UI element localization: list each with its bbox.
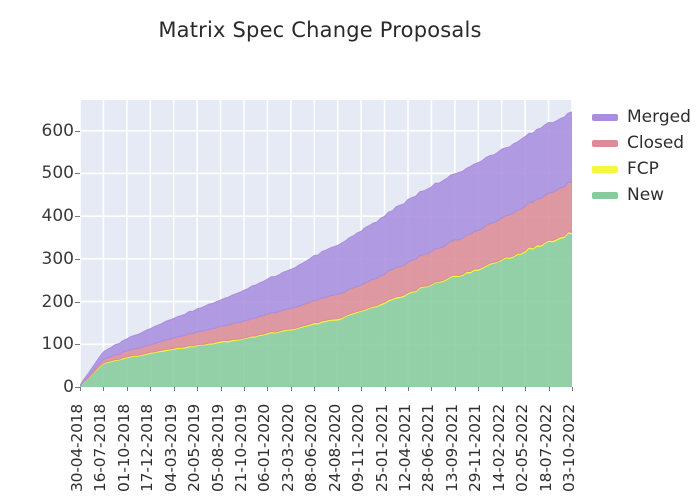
x-tick-mark <box>314 387 316 391</box>
x-tick-mark <box>337 387 339 391</box>
x-tick-label: 12-04-2021 <box>396 403 414 492</box>
area-series-merged <box>80 112 572 386</box>
y-tick-label: 100 <box>41 334 74 355</box>
chart-title: Matrix Spec Change Proposals <box>158 18 482 42</box>
stacked-area-plot <box>80 100 572 387</box>
x-tick-label: 01-10-2018 <box>114 403 133 492</box>
legend-label: Merged <box>627 107 691 127</box>
x-axis: 30-04-2018 16-07-2018 01-10-2018 17-12-2018… <box>0 388 700 500</box>
x-tick-label: 24-08-2020 <box>325 403 344 492</box>
y-tick-label: 500 <box>41 163 74 184</box>
x-tick-mark <box>431 387 433 391</box>
x-tick-mark <box>572 387 573 391</box>
x-tick-mark <box>173 387 175 391</box>
x-tick-mark <box>103 387 105 391</box>
legend-item-closed[interactable]: Closed <box>592 130 700 156</box>
x-tick-label: 30-04-2018 <box>68 403 86 492</box>
x-tick-label: 05-08-2019 <box>208 403 227 492</box>
y-axis: 0 100 200 300 400 500 600 <box>0 0 74 500</box>
x-tick-label: 16-07-2018 <box>91 403 110 492</box>
legend-label: FCP <box>627 159 659 179</box>
x-tick-label: 18-07-2022 <box>536 403 555 492</box>
x-tick-mark <box>244 387 245 391</box>
x-tick-label: 23-03-2020 <box>278 403 297 492</box>
y-tick-mark <box>75 258 80 260</box>
legend-swatch-icon <box>592 191 618 199</box>
x-tick-mark <box>408 387 409 391</box>
y-tick-mark <box>75 173 80 175</box>
legend-item-merged[interactable]: Merged <box>592 104 700 130</box>
legend-item-fcp[interactable]: FCP <box>592 156 700 182</box>
legend-label: New <box>627 185 665 205</box>
x-tick-mark <box>478 387 480 391</box>
legend-item-new[interactable]: New <box>592 182 700 208</box>
x-tick-label: 04-03-2019 <box>161 403 180 492</box>
x-tick-mark <box>454 387 456 391</box>
x-tick-mark <box>525 387 527 391</box>
x-tick-mark <box>150 387 152 391</box>
legend-label: Closed <box>627 133 685 153</box>
x-tick-mark <box>361 387 363 391</box>
y-tick-label: 200 <box>41 291 74 312</box>
y-tick-label: 400 <box>41 206 74 227</box>
x-tick-label: 06-01-2020 <box>255 403 274 492</box>
chart-legend: Merged Closed FCP New <box>592 104 700 208</box>
x-tick-label: 08-06-2020 <box>302 403 321 492</box>
x-tick-label: 29-11-2021 <box>466 403 485 492</box>
x-tick-mark <box>197 387 199 391</box>
x-tick-mark <box>548 387 550 391</box>
x-tick-mark <box>126 387 128 391</box>
x-tick-label: 09-11-2020 <box>349 403 368 492</box>
y-tick-label: 600 <box>41 120 74 141</box>
legend-swatch-icon <box>592 113 618 121</box>
x-tick-label: 02-05-2022 <box>513 403 532 492</box>
y-tick-mark <box>75 387 80 388</box>
y-tick-mark <box>75 216 80 218</box>
x-tick-mark <box>501 387 503 391</box>
y-tick-label: 300 <box>41 248 74 269</box>
x-tick-label: 13-09-2021 <box>442 403 461 492</box>
x-tick-mark <box>384 387 386 391</box>
x-tick-mark <box>267 387 269 391</box>
legend-swatch-icon <box>592 139 618 147</box>
x-tick-label: 20-05-2019 <box>185 403 204 492</box>
x-tick-label: 17-12-2018 <box>138 403 157 492</box>
y-tick-mark <box>75 344 80 346</box>
y-tick-mark <box>75 301 80 303</box>
x-tick-mark <box>80 387 81 391</box>
x-tick-mark <box>290 387 292 391</box>
x-tick-label: 14-02-2022 <box>489 403 508 492</box>
x-tick-label: 25-01-2021 <box>372 403 391 492</box>
x-tick-label: 21-10-2019 <box>232 403 250 492</box>
y-tick-mark <box>75 130 80 132</box>
plot-area <box>80 100 572 387</box>
y-tick-label: 0 <box>63 377 74 397</box>
x-tick-label: 03-10-2022 <box>560 403 578 492</box>
x-tick-mark <box>220 387 222 391</box>
legend-swatch-icon <box>592 165 618 173</box>
x-tick-label: 28-06-2021 <box>419 403 438 492</box>
